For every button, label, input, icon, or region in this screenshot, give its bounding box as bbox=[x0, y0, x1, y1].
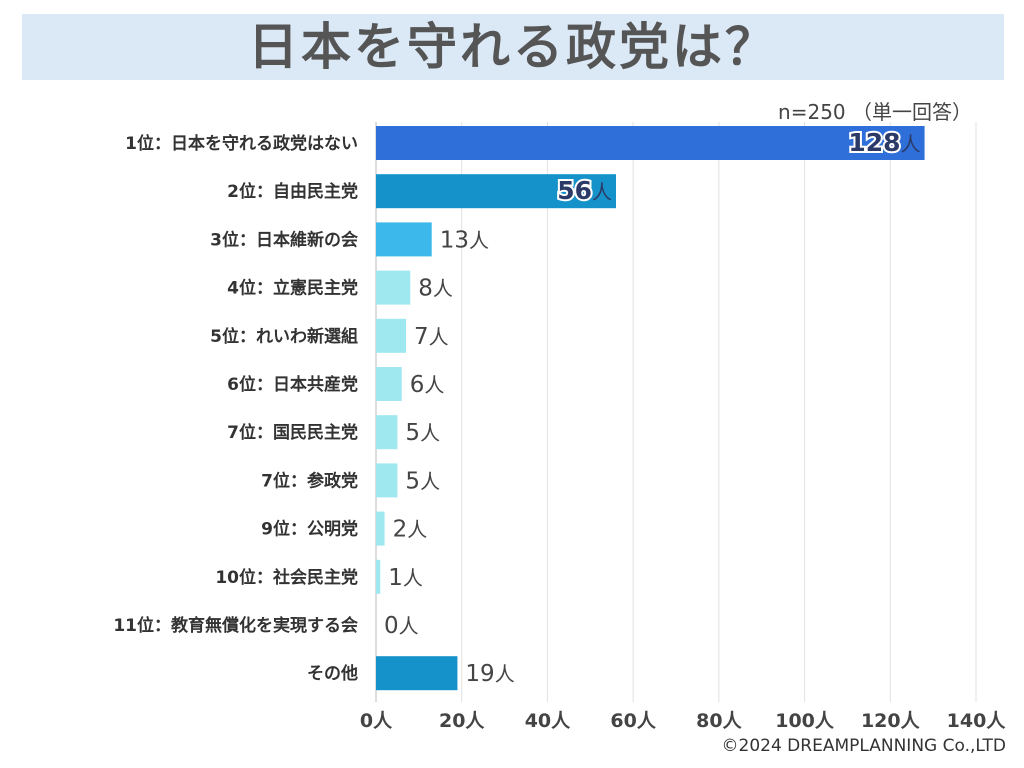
category-label: 11位：教育無償化を実現する会 bbox=[113, 615, 358, 636]
x-tick-label: 120人 bbox=[861, 710, 921, 732]
value-label: 56人 bbox=[557, 176, 612, 205]
sample-size-note: n=250 （単一回答） bbox=[778, 100, 972, 124]
value-label: 1人 bbox=[388, 565, 423, 591]
value-label: 8人 bbox=[418, 276, 453, 302]
x-tick-label: 100人 bbox=[775, 710, 835, 732]
value-label: 6人 bbox=[410, 372, 445, 398]
title-band bbox=[22, 14, 1004, 80]
bar bbox=[376, 222, 432, 257]
value-label: 5人 bbox=[405, 420, 440, 446]
bar bbox=[376, 367, 402, 401]
x-tick-label: 0人 bbox=[360, 710, 393, 732]
bar bbox=[376, 174, 616, 209]
value-label: 7人 bbox=[414, 324, 449, 350]
bar bbox=[376, 511, 385, 546]
value-label: 5人 bbox=[405, 468, 440, 494]
x-tick-label: 80人 bbox=[696, 710, 742, 732]
x-tick-label: 60人 bbox=[610, 710, 656, 732]
bar bbox=[376, 270, 411, 305]
category-label: 2位：自由民主党 bbox=[227, 181, 358, 202]
category-label: 4位：立憲民主党 bbox=[227, 278, 358, 299]
bar bbox=[376, 463, 398, 498]
value-label: 13人 bbox=[440, 227, 489, 253]
bar bbox=[376, 126, 925, 160]
page-title: 日本を守れる政党は？ bbox=[248, 18, 778, 76]
category-label: 6位：日本共産党 bbox=[227, 374, 358, 395]
category-label: 9位：公明党 bbox=[261, 519, 358, 540]
category-label: 10位：社会民主党 bbox=[215, 567, 358, 588]
category-label: その他 bbox=[307, 663, 358, 684]
bar bbox=[376, 415, 398, 450]
x-tick-label: 20人 bbox=[439, 710, 485, 732]
bar bbox=[376, 559, 381, 594]
value-label: 2人 bbox=[393, 517, 428, 543]
value-label: 0人 bbox=[384, 613, 419, 639]
value-label: 19人 bbox=[465, 661, 514, 687]
bar bbox=[376, 318, 406, 353]
category-label: 7位：参政党 bbox=[261, 470, 358, 491]
bar bbox=[376, 656, 458, 691]
x-tick-label: 40人 bbox=[525, 710, 571, 732]
x-tick-label: 140人 bbox=[947, 710, 1007, 732]
category-label: 3位：日本維新の会 bbox=[210, 229, 358, 250]
category-label: 7位：国民民主党 bbox=[227, 422, 358, 443]
value-label: 128人 bbox=[848, 128, 920, 157]
copyright-text: ©2024 DREAMPLANNING Co.,LTD bbox=[721, 736, 1006, 756]
category-label: 1位：日本を守れる政党はない bbox=[125, 133, 358, 154]
category-label: 5位：れいわ新選組 bbox=[210, 326, 358, 347]
